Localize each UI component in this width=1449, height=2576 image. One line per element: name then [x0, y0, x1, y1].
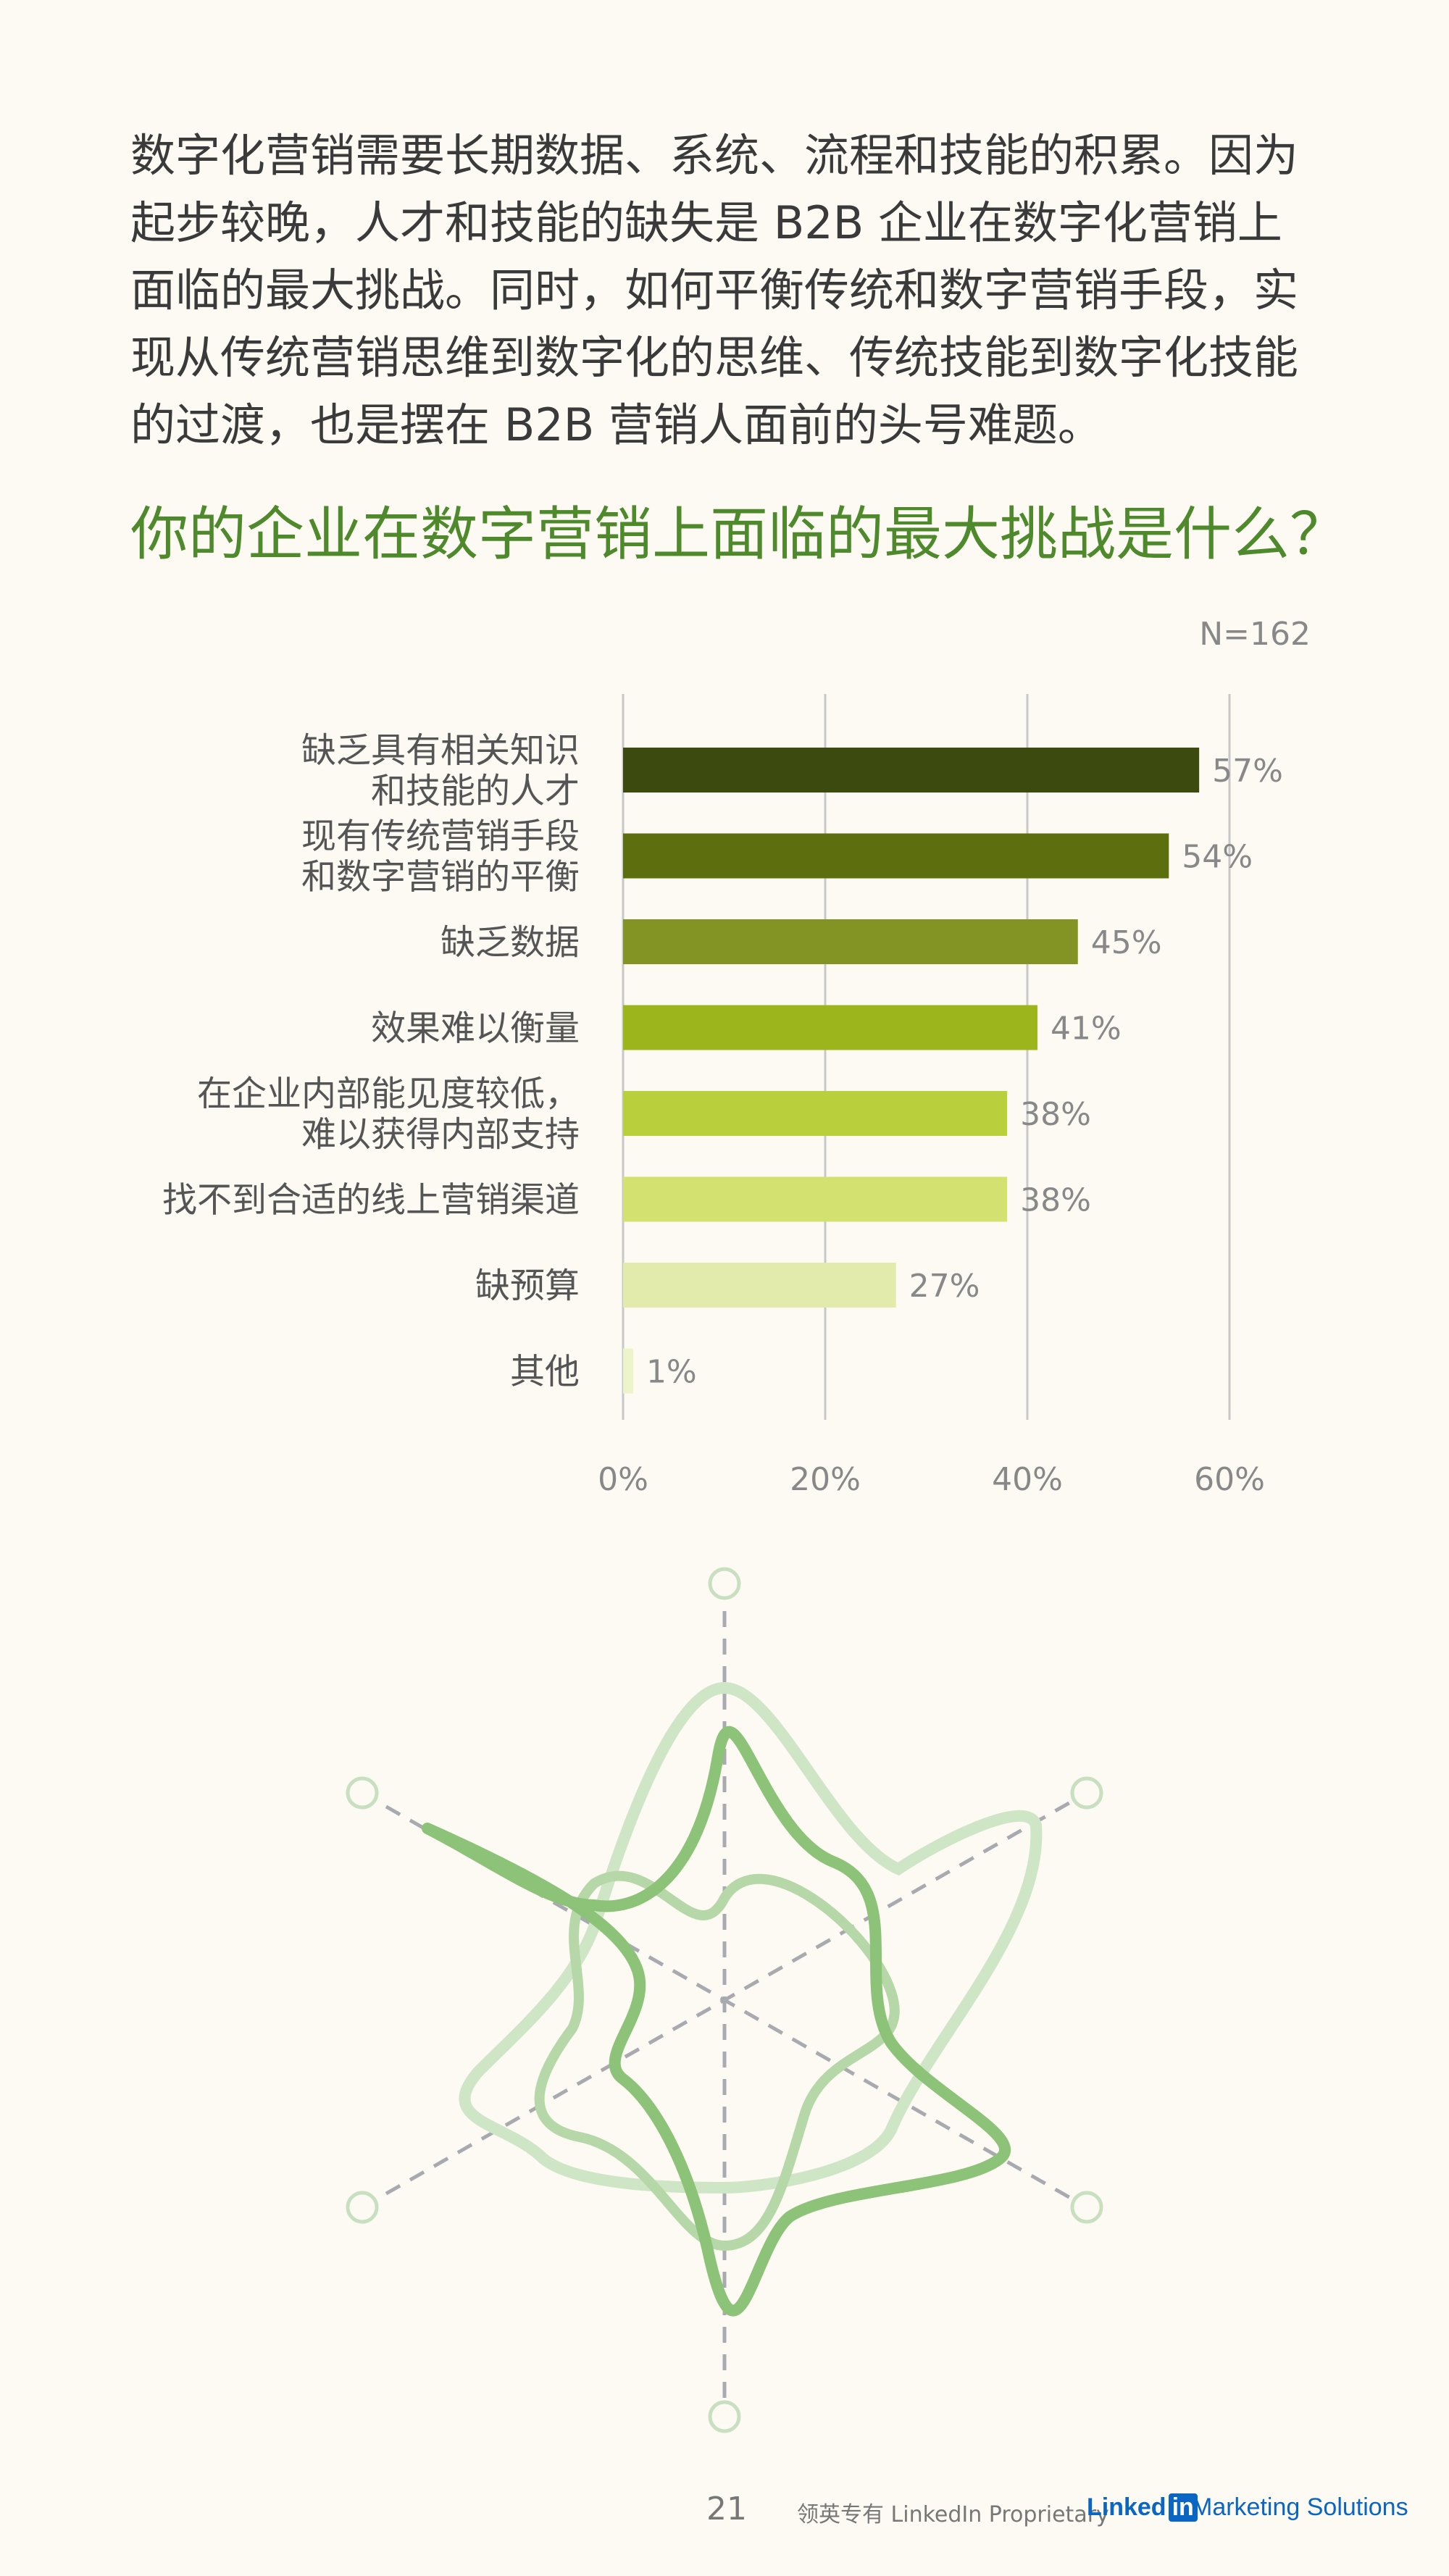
bar [623, 1176, 1008, 1222]
radar-outline-dark [422, 1726, 1011, 2317]
category-label: 缺预算 [475, 1266, 580, 1306]
category-label: 效果难以衡量 [371, 1008, 580, 1049]
category-label: 其他 [510, 1352, 580, 1392]
bar [623, 1005, 1037, 1050]
data-label: 45% [1091, 924, 1162, 961]
category-label: 找不到合适的线上营销渠道 [162, 1180, 580, 1221]
bar [623, 919, 1078, 964]
category-label: 缺乏数据 [440, 922, 580, 963]
data-label: 38% [1020, 1182, 1091, 1219]
data-label: 41% [1051, 1011, 1122, 1047]
category-label: 缺乏具有相关知识 [301, 730, 580, 771]
marketing-solutions-label: Marketing Solutions [1192, 2493, 1408, 2521]
data-label: 54% [1182, 839, 1253, 876]
bar [623, 1263, 896, 1308]
logo-text: Linked [1087, 2493, 1166, 2521]
x-tick-label: 0% [598, 1461, 648, 1498]
page-number: 21 [706, 2491, 747, 2527]
category-label: 在企业内部能见度较低， [197, 1074, 580, 1114]
sample-size-note: N=162 [1199, 616, 1311, 653]
radar-endpoints [346, 1567, 1103, 2433]
x-tick-label: 40% [992, 1461, 1063, 1498]
category-label: 现有传统营销手段 [301, 816, 580, 857]
radar-outline-mid [534, 1870, 900, 2251]
category-label: 和数字营销的平衡 [301, 857, 580, 898]
data-label: 57% [1212, 753, 1283, 790]
x-tick-label: 20% [790, 1461, 861, 1498]
bar [623, 1348, 633, 1394]
x-tick-label: 60% [1194, 1461, 1265, 1498]
data-label: 38% [1020, 1096, 1091, 1133]
bar [623, 748, 1200, 793]
category-label: 和技能的人才 [371, 771, 580, 811]
intro-paragraph: 数字化营销需要长期数据、系统、流程和技能的积累。因为起步较晚，人才和技能的缺失是… [130, 129, 1299, 451]
bar [623, 1091, 1008, 1136]
grid-lines [622, 694, 1231, 1420]
proprietary-note: 领英专有 LinkedIn Proprietary [797, 2502, 1109, 2527]
bars [623, 748, 1200, 1394]
bar [623, 833, 1169, 879]
category-label: 难以获得内部支持 [301, 1114, 580, 1155]
linkedin-logo: Linked in [1087, 2493, 1198, 2522]
decorative-radar-graphic [346, 1567, 1103, 2433]
logo-in-box: in [1168, 2493, 1198, 2522]
data-label: 1% [646, 1354, 697, 1391]
page-footer: 21 领英专有 LinkedIn Proprietary Linked in Ma… [0, 2477, 1449, 2550]
chart-title: 你的企业在数字营销上面临的最大挑战是什么？ [130, 501, 1348, 568]
data-label: 27% [909, 1268, 980, 1305]
